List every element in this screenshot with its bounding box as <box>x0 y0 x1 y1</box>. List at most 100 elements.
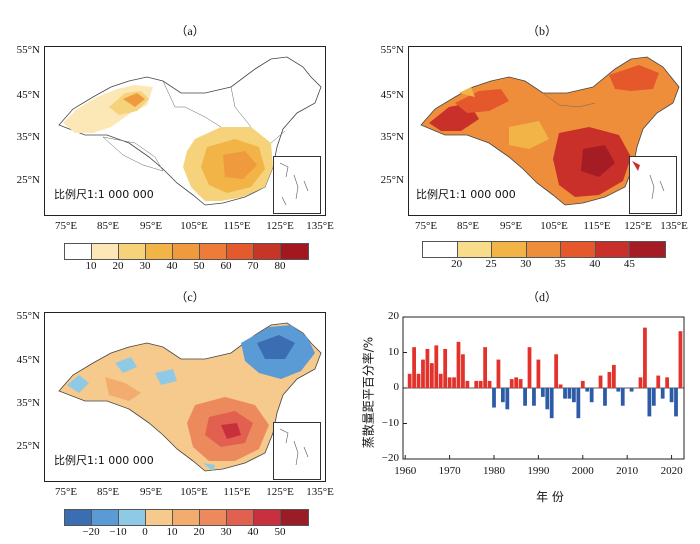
bar <box>589 388 594 403</box>
bar <box>616 388 621 392</box>
colorbar-swatch <box>119 244 146 259</box>
panel-b-label: （b） <box>526 24 557 38</box>
colorbar-swatch <box>119 510 146 525</box>
lat-tick: 55°N <box>16 310 40 322</box>
lon-tick: 135°E <box>306 220 334 232</box>
lat-tick: 25°N <box>380 174 404 186</box>
x-tick-label: 2010 <box>616 465 639 477</box>
y-tick-label: −20 <box>381 452 399 464</box>
bar <box>505 388 510 410</box>
bar <box>643 327 647 388</box>
colorbar-swatch <box>200 510 227 525</box>
colorbar-label: 20 <box>451 258 463 270</box>
bar <box>518 379 523 388</box>
colorbar-label: 20 <box>112 260 124 272</box>
colorbar-swatch <box>281 510 308 525</box>
lon-tick: 75°E <box>414 220 438 232</box>
y-axis-label: 蒸散量距平百分率/% <box>361 336 376 449</box>
colorbar-label: 40 <box>247 526 259 538</box>
bar <box>478 380 483 388</box>
bar <box>620 388 625 406</box>
lat-tick: 55°N <box>380 44 404 56</box>
colorbar-swatch <box>281 244 308 259</box>
x-tick-label: 1970 <box>438 465 461 477</box>
map-b <box>420 56 680 206</box>
lon-tick: 115°E <box>583 220 611 232</box>
colorbar-label: 30 <box>139 260 151 272</box>
colorbar-swatch <box>146 244 173 259</box>
colorbar-swatch <box>146 510 173 525</box>
lat-tick: 35°N <box>380 131 404 143</box>
lon-tick: 115°E <box>223 220 251 232</box>
panel-c-label: （c） <box>175 290 205 304</box>
lon-tick: 75°E <box>54 220 78 232</box>
colorbar-swatch <box>423 242 458 257</box>
x-tick-label: 1990 <box>527 465 550 477</box>
bar <box>412 347 416 388</box>
colorbar-swatch <box>227 510 254 525</box>
colorbar-label: 30 <box>220 526 232 538</box>
lon-tick: 75°E <box>54 486 78 498</box>
colorbar-label: 0 <box>142 526 148 538</box>
bar <box>607 372 612 388</box>
y-tick-label: 10 <box>388 345 399 358</box>
scale-text-b: 比例尺1:1 000 000 <box>416 188 516 201</box>
bar <box>598 375 603 388</box>
bar <box>563 388 567 399</box>
colorbar-swatch <box>526 242 562 257</box>
bar <box>638 377 643 388</box>
bar <box>603 388 607 406</box>
lon-tick: 95°E <box>139 220 163 232</box>
bar <box>576 388 581 419</box>
colorbar-swatch <box>173 510 200 525</box>
bar <box>678 331 683 388</box>
scale-text-c: 比例尺1:1 000 000 <box>54 454 154 467</box>
bar <box>438 373 443 388</box>
colorbar-a <box>64 243 309 260</box>
colorbar-label: 50 <box>274 526 286 538</box>
bar <box>572 388 576 403</box>
colorbar-swatch <box>92 510 119 525</box>
colorbar-swatch <box>65 510 92 525</box>
inset-b <box>629 156 677 214</box>
lat-tick: 35°N <box>16 131 40 143</box>
bar <box>558 384 563 388</box>
lat-tick: 55°N <box>16 44 40 56</box>
panel-a-label: （a） <box>175 24 205 38</box>
colorbar-swatch <box>200 244 227 259</box>
colorbar-c <box>64 509 309 526</box>
bar <box>674 388 678 417</box>
colorbar-label: 60 <box>220 260 232 272</box>
bar <box>443 348 448 388</box>
bar <box>536 359 541 388</box>
map-a <box>58 56 322 206</box>
lon-tick: 85°E <box>456 220 480 232</box>
bar <box>611 364 616 388</box>
bar <box>461 354 465 388</box>
colorbar-swatch <box>92 244 119 259</box>
colorbar-swatch <box>561 242 596 257</box>
colorbar-label: 70 <box>247 260 259 272</box>
bar <box>651 388 656 406</box>
bar <box>452 377 456 388</box>
bar <box>514 377 519 388</box>
colorbar-label: 10 <box>85 260 97 272</box>
bar <box>425 348 430 388</box>
bar <box>434 345 439 388</box>
bar <box>456 341 461 388</box>
colorbar-swatch <box>227 244 254 259</box>
x-axis-label: 年 份 <box>536 490 564 504</box>
x-tick-label: 1960 <box>394 465 417 477</box>
bar <box>540 388 545 397</box>
bar <box>656 375 661 388</box>
bar <box>554 354 559 388</box>
bar <box>527 347 532 388</box>
bar <box>532 388 536 406</box>
lon-tick: 125°E <box>266 220 294 232</box>
scale-text-a: 比例尺1:1 000 000 <box>54 188 154 201</box>
colorbar-label: 50 <box>193 260 205 272</box>
colorbar-swatch <box>65 244 92 259</box>
bar <box>421 359 425 388</box>
colorbar-swatch <box>492 242 527 257</box>
colorbar-label: 20 <box>193 526 205 538</box>
